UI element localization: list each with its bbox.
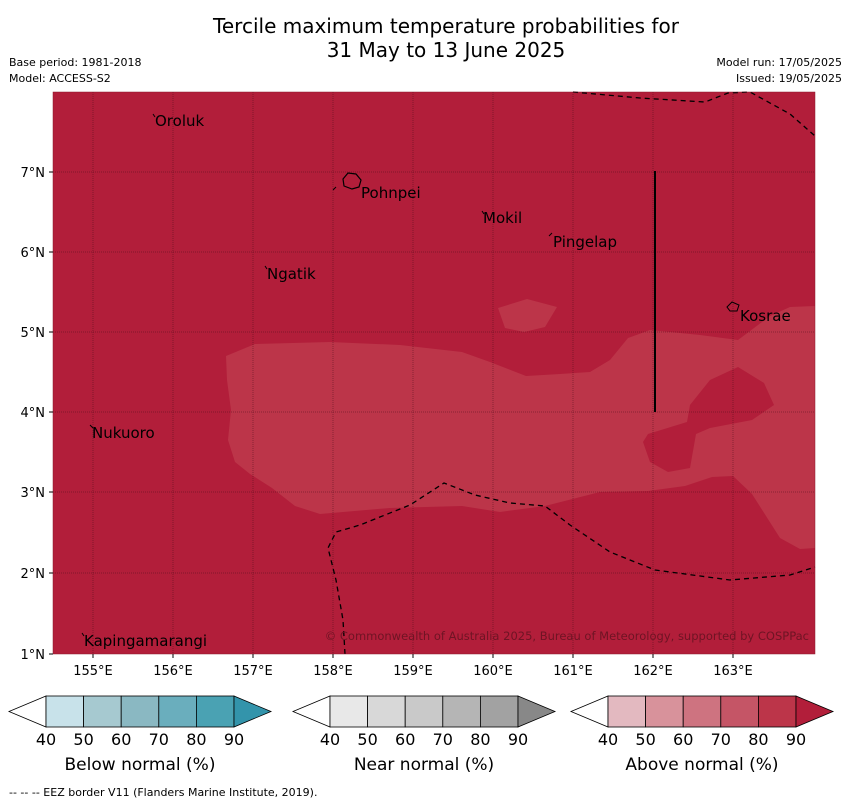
colorbar-label-below: Below normal (%)	[64, 755, 216, 775]
colorbar-tick-label: 70	[149, 730, 169, 749]
y-tick-label: 1°N	[21, 648, 46, 663]
pingelap-mark	[548, 232, 553, 237]
colorbar-segment	[120, 695, 160, 728]
colorbar-segment	[479, 695, 519, 728]
colorbar-tick-label: 60	[673, 730, 693, 749]
colorbar-segment	[442, 695, 481, 728]
x-tick-label: 155°E	[73, 664, 113, 679]
colorbar-extend-high	[517, 695, 557, 728]
pohnpei-islet-mark	[332, 186, 337, 191]
meta-left: Base period: 1981-2018 Model: ACCESS-S2	[9, 55, 141, 87]
colorbar-tick-label: 90	[786, 730, 806, 749]
colorbar-segment	[720, 695, 759, 728]
colorbar-segment	[45, 695, 84, 728]
place-label-kosrae: Kosrae	[740, 307, 791, 325]
axis-ticks	[49, 171, 734, 658]
colorbar-segment	[367, 695, 406, 728]
colorbar-1: 40 50 60 70 80 90	[291, 695, 557, 749]
colorbar-segment	[607, 695, 646, 728]
colorbar-tick-label: 70	[433, 730, 453, 749]
mokil-mark	[481, 210, 485, 215]
colorbar-tick-label: 70	[711, 730, 731, 749]
colorbar-tick-label: 80	[748, 730, 768, 749]
x-tick-label: 157°E	[233, 664, 273, 679]
map-copyright: © Commonwealth of Australia 2025, Bureau…	[325, 629, 809, 643]
colorbar-segment	[158, 695, 197, 728]
colorbar-segment	[404, 695, 444, 728]
colorbar-extend-high	[795, 695, 835, 728]
y-tick-label: 6°N	[21, 246, 46, 261]
nukuoro-mark	[89, 424, 94, 429]
x-tick-label: 162°E	[633, 664, 673, 679]
colorbar-extend-low	[7, 695, 47, 728]
y-tick-label: 3°N	[21, 486, 46, 501]
colorbar-tick-label: 50	[357, 730, 377, 749]
x-tick-label: 160°E	[473, 664, 513, 679]
map-frame	[52, 91, 816, 655]
kapinga-mark	[81, 632, 85, 637]
oroluk-mark	[152, 113, 156, 118]
eez-borders	[327, 91, 816, 655]
colorbar-tick-label: 60	[395, 730, 415, 749]
place-label-pohnpei: Pohnpei	[361, 184, 421, 202]
place-label-kapingamarangi: Kapingamarangi	[84, 632, 207, 650]
place-label-ngatik: Ngatik	[267, 265, 316, 283]
colorbar-tick-label: 50	[73, 730, 93, 749]
colorbar-segment	[682, 695, 722, 728]
title-line-1: Tercile maximum temperature probabilitie…	[213, 14, 679, 38]
colorbar-tick-label: 60	[111, 730, 131, 749]
eez-border-north	[572, 91, 816, 137]
model-name: Model: ACCESS-S2	[9, 72, 111, 85]
issued-date: Issued: 19/05/2025	[735, 72, 842, 85]
colorbar-2: 40 50 60 70 80 90	[569, 695, 835, 749]
colorbar-label-near: Near normal (%)	[353, 755, 495, 775]
colorbar-segment	[195, 695, 235, 728]
region-above-80-north	[498, 299, 557, 332]
place-label-nukuoro: Nukuoro	[92, 424, 155, 442]
colorbar-tick-label: 40	[36, 730, 56, 749]
place-label-oroluk: Oroluk	[155, 112, 204, 130]
kosrae-island-outline	[726, 301, 740, 312]
colorbar-segment	[645, 695, 684, 728]
y-tick-label: 7°N	[21, 166, 46, 181]
x-tick-label: 158°E	[313, 664, 353, 679]
x-tick-label: 161°E	[553, 664, 593, 679]
colorbar-segment	[83, 695, 122, 728]
colorbar-label-above: Above normal (%)	[625, 755, 779, 775]
colorbar-tick-label: 40	[598, 730, 618, 749]
colorbar-tick-label: 50	[635, 730, 655, 749]
colorbar-tick-label: 40	[320, 730, 340, 749]
place-label-mokil: Mokil	[483, 209, 522, 227]
colorbar-segment	[758, 695, 797, 728]
region-above-90-pocket	[643, 367, 774, 472]
colorbar-segment	[329, 695, 368, 728]
colorbar-extend-high	[233, 695, 273, 728]
region-above-80-main	[226, 306, 815, 549]
place-label-pingelap: Pingelap	[553, 233, 617, 251]
base-period: Base period: 1981-2018	[9, 56, 142, 69]
colorbar-tick-label: 80	[186, 730, 206, 749]
colorbar-0: 40 50 60 70 80 90	[7, 695, 273, 749]
y-tick-label: 4°N	[21, 406, 46, 421]
colorbar-extend-low	[569, 695, 609, 728]
model-run: Model run: 17/05/2025	[716, 56, 842, 69]
ngatik-mark	[264, 265, 268, 270]
gridlines	[53, 92, 815, 654]
y-tick-label: 5°N	[21, 326, 46, 341]
x-tick-label: 163°E	[713, 664, 753, 679]
meta-right: Model run: 17/05/2025 Issued: 19/05/2025	[716, 55, 842, 87]
eez-footnote: -- -- -- EEZ border V11 (Flanders Marine…	[9, 786, 318, 799]
colorbar-tick-label: 90	[224, 730, 244, 749]
x-tick-label: 156°E	[153, 664, 193, 679]
pohnpei-island-outline	[342, 172, 362, 190]
colorbar-tick-label: 80	[470, 730, 490, 749]
y-tick-label: 2°N	[21, 567, 46, 582]
colorbar-extend-low	[291, 695, 331, 728]
colorbar-tick-label: 90	[508, 730, 528, 749]
title-line-2: 31 May to 13 June 2025	[326, 38, 566, 62]
x-tick-label: 159°E	[393, 664, 433, 679]
colorbars: 40 50 60 70 80 90 40 50 60 70 80 90 40 50 60 70 80 90	[7, 695, 835, 749]
chart-title: Tercile maximum temperature probabilitie…	[0, 14, 850, 62]
